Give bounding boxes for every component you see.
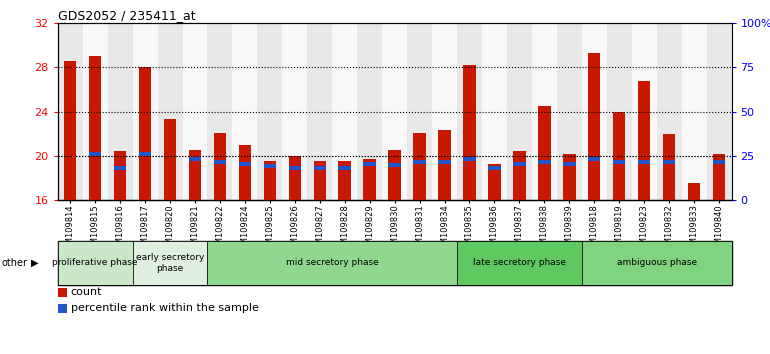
Bar	[207, 241, 457, 285]
Bar	[233, 23, 257, 200]
Bar	[488, 166, 500, 170]
Bar	[339, 161, 351, 200]
Bar	[239, 145, 251, 200]
Bar	[58, 241, 132, 285]
Bar	[289, 166, 301, 170]
Bar	[363, 162, 376, 166]
Bar	[482, 23, 507, 200]
Bar	[432, 23, 457, 200]
Bar	[464, 65, 476, 200]
Bar	[457, 23, 482, 200]
Text: late secretory phase: late secretory phase	[473, 258, 566, 267]
Bar	[464, 158, 476, 161]
Bar	[713, 154, 725, 200]
Bar	[588, 53, 601, 200]
Bar	[214, 160, 226, 164]
Bar	[538, 106, 551, 200]
Bar	[363, 159, 376, 200]
Bar	[239, 162, 251, 166]
Bar	[513, 152, 526, 200]
Text: mid secretory phase: mid secretory phase	[286, 258, 379, 267]
Bar	[263, 161, 276, 200]
Bar	[438, 130, 450, 200]
Text: count: count	[71, 287, 102, 297]
Bar	[132, 241, 207, 285]
Bar	[438, 160, 450, 164]
Bar	[89, 56, 102, 200]
Bar	[388, 150, 401, 200]
Bar	[663, 160, 675, 164]
Bar	[388, 163, 401, 167]
Bar	[257, 23, 283, 200]
Bar	[407, 23, 432, 200]
Bar	[114, 166, 126, 170]
Bar	[507, 23, 532, 200]
Bar	[413, 132, 426, 200]
Bar	[713, 160, 725, 164]
Bar	[164, 119, 176, 200]
Bar	[588, 158, 601, 161]
Text: other: other	[2, 258, 28, 268]
Bar	[538, 160, 551, 164]
Bar	[582, 241, 732, 285]
Bar	[108, 23, 132, 200]
Bar	[207, 23, 233, 200]
Text: percentile rank within the sample: percentile rank within the sample	[71, 303, 259, 313]
Bar	[58, 23, 82, 200]
Bar	[332, 23, 357, 200]
Bar	[613, 160, 625, 164]
Bar	[532, 23, 557, 200]
Bar	[214, 132, 226, 200]
Bar	[307, 23, 332, 200]
Bar	[382, 23, 407, 200]
Bar	[283, 23, 307, 200]
Bar	[413, 160, 426, 164]
Bar	[657, 23, 681, 200]
Bar	[189, 150, 201, 200]
Bar	[139, 67, 152, 200]
Text: proliferative phase: proliferative phase	[52, 258, 138, 267]
Bar	[638, 160, 651, 164]
Bar	[613, 112, 625, 200]
Bar	[313, 166, 326, 170]
Bar	[132, 23, 158, 200]
Text: GDS2052 / 235411_at: GDS2052 / 235411_at	[58, 9, 196, 22]
Bar	[64, 61, 76, 200]
Bar	[707, 23, 732, 200]
Bar	[681, 23, 707, 200]
Bar	[114, 152, 126, 200]
Bar	[488, 164, 500, 200]
Bar	[313, 161, 326, 200]
Bar	[139, 152, 152, 156]
Text: ambiguous phase: ambiguous phase	[617, 258, 697, 267]
Bar	[357, 23, 382, 200]
Bar	[663, 133, 675, 200]
Bar	[89, 152, 102, 156]
Bar	[563, 154, 575, 200]
Text: ▶: ▶	[31, 258, 38, 268]
Bar	[457, 241, 582, 285]
Bar	[582, 23, 607, 200]
Bar	[289, 156, 301, 200]
Bar	[607, 23, 631, 200]
Bar	[513, 162, 526, 166]
Bar	[158, 23, 182, 200]
Bar	[339, 166, 351, 170]
Bar	[82, 23, 108, 200]
Bar	[182, 23, 207, 200]
Bar	[688, 183, 700, 200]
Text: early secretory
phase: early secretory phase	[136, 253, 204, 273]
Bar	[263, 164, 276, 168]
Bar	[638, 80, 651, 200]
Bar	[631, 23, 657, 200]
Bar	[557, 23, 582, 200]
Bar	[189, 158, 201, 161]
Bar	[563, 162, 575, 166]
